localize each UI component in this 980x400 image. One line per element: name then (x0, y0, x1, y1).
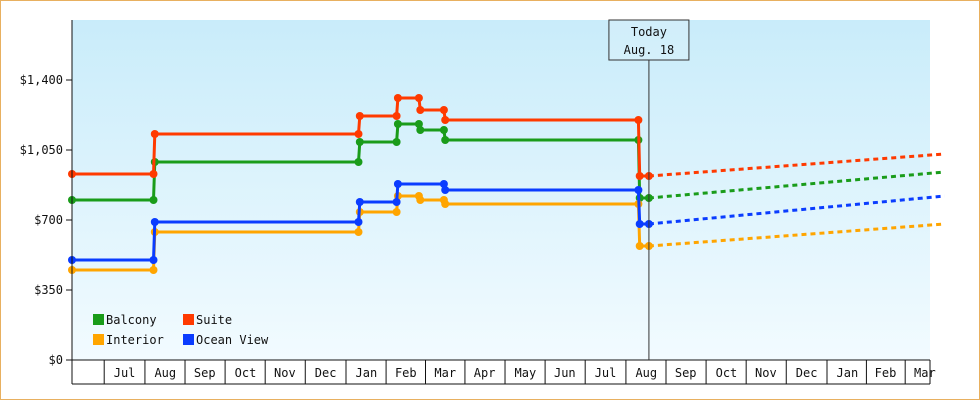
legend-label: Suite (196, 313, 232, 327)
axes-layer: $0 $350 $700 $1,050 $1,400 Jul Aug Sep Oct Nov Dec… (20, 20, 936, 385)
series-line-interior (72, 194, 649, 272)
legend-swatch (183, 334, 194, 345)
x-month-label: Nov (755, 366, 777, 380)
data-point[interactable] (441, 116, 450, 124)
legend-swatch (183, 314, 194, 325)
x-month-label: May (515, 366, 537, 380)
data-point[interactable] (355, 198, 364, 206)
data-point[interactable] (439, 180, 448, 188)
series-line-ocean-view (72, 182, 649, 262)
data-point[interactable] (441, 186, 450, 194)
legend-label: Ocean View (196, 333, 269, 347)
data-point[interactable] (355, 138, 364, 146)
x-month-label: Oct (235, 366, 257, 380)
data-point[interactable] (393, 120, 402, 128)
data-point[interactable] (150, 218, 159, 226)
today-date-label: Aug. 18 (624, 43, 675, 57)
series-projection-balcony (648, 170, 945, 200)
legend-label: Balcony (106, 313, 157, 327)
data-point[interactable] (441, 200, 450, 208)
data-point[interactable] (355, 112, 364, 120)
series-layer (68, 94, 945, 274)
series-suite (68, 94, 945, 180)
x-month-label: Oct (716, 366, 738, 380)
legend-label: Interior (106, 333, 164, 347)
y-tick-label: $0 (49, 353, 63, 367)
series-projection-suite (648, 152, 945, 178)
data-point[interactable] (354, 130, 363, 138)
data-point[interactable] (634, 186, 643, 194)
x-month-label: Nov (274, 366, 296, 380)
today-box (608, 19, 690, 61)
x-month-label: Mar (434, 366, 456, 380)
x-month-label: Feb (875, 366, 897, 380)
y-tick-label: $1,050 (20, 143, 63, 157)
data-point[interactable] (149, 266, 158, 274)
data-point[interactable] (414, 120, 423, 128)
series-ocean-view (68, 180, 945, 264)
x-month-label: Mar (914, 366, 936, 380)
x-month-label: Jan (837, 366, 859, 380)
data-point[interactable] (416, 196, 425, 204)
data-point[interactable] (354, 158, 363, 166)
legend-swatch (93, 314, 104, 325)
data-point[interactable] (392, 198, 401, 206)
data-point[interactable] (149, 256, 158, 264)
x-month-label: Apr (474, 366, 496, 380)
x-month-label: Feb (395, 366, 417, 380)
x-month-label: Jul (114, 366, 136, 380)
data-point[interactable] (393, 180, 402, 188)
data-point[interactable] (392, 112, 401, 120)
x-month-label: Sep (194, 366, 216, 380)
data-point[interactable] (634, 116, 643, 124)
legend: Balcony Suite Interior Ocean View (93, 313, 269, 347)
data-point[interactable] (354, 228, 363, 236)
series-line-balcony (72, 122, 649, 202)
series-projection-interior (648, 222, 945, 248)
data-point[interactable] (635, 242, 644, 250)
data-point[interactable] (392, 208, 401, 216)
x-month-label: Jan (356, 366, 378, 380)
data-point[interactable] (635, 220, 644, 228)
data-point[interactable] (354, 218, 363, 226)
series-line-suite (72, 96, 649, 178)
data-point[interactable] (416, 126, 425, 134)
x-month-label: Sep (675, 366, 697, 380)
x-month-label: Aug (635, 366, 657, 380)
data-point[interactable] (149, 196, 158, 204)
data-point[interactable] (149, 170, 158, 178)
data-point[interactable] (393, 94, 402, 102)
data-point[interactable] (439, 126, 448, 134)
x-month-label: Aug (154, 366, 176, 380)
data-point[interactable] (414, 94, 423, 102)
x-month-label: Dec (796, 366, 818, 380)
series-projection-ocean-view (648, 194, 945, 226)
data-point[interactable] (150, 130, 159, 138)
legend-swatch (93, 334, 104, 345)
today-marker: Today Aug. 18 (608, 19, 690, 360)
data-point[interactable] (439, 106, 448, 114)
x-month-label: Jul (595, 366, 617, 380)
today-label: Today (631, 25, 667, 39)
y-tick-label: $700 (34, 213, 63, 227)
data-point[interactable] (635, 172, 644, 180)
x-month-label: Dec (315, 366, 337, 380)
y-tick-label: $1,400 (20, 73, 63, 87)
data-point[interactable] (416, 106, 425, 114)
data-point[interactable] (441, 136, 450, 144)
x-month-label: Jun (554, 366, 576, 380)
y-tick-label: $350 (34, 283, 63, 297)
data-point[interactable] (392, 138, 401, 146)
